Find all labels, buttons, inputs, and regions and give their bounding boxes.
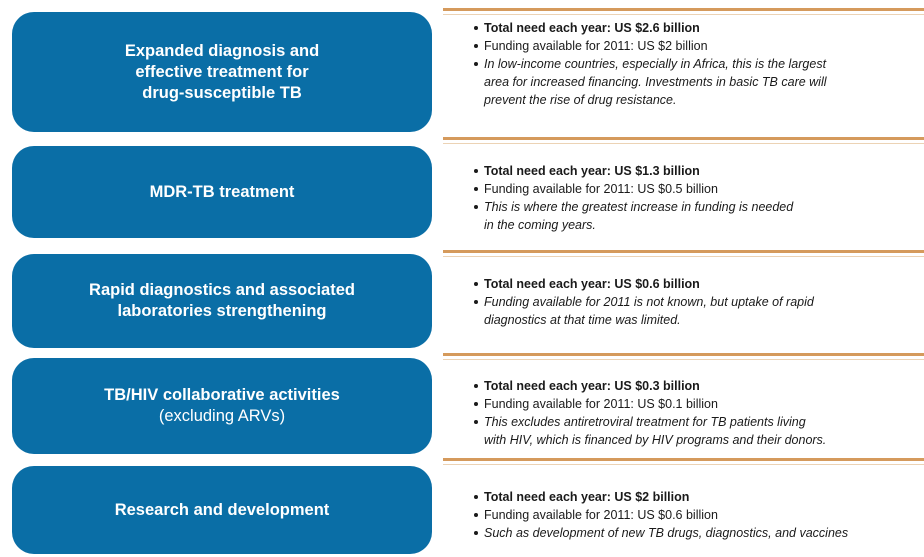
bullet	[474, 187, 478, 191]
bullet-text: Total need each year: US $2 billion	[484, 490, 690, 504]
bullet-text: prevent the rise of drug resistance.	[484, 93, 677, 107]
box-title: drug-susceptible TB	[142, 83, 302, 102]
box-title: Rapid diagnostics and associated	[89, 281, 355, 299]
bullet-text: Funding available for 2011 is not known,…	[484, 295, 814, 309]
separator	[443, 137, 924, 140]
bullet-text: Total need each year: US $0.3 billion	[484, 379, 700, 393]
box-title: Expanded diagnosis and	[124, 41, 320, 60]
bullet-text: In low-income countries, especially in A…	[484, 57, 827, 71]
bullet	[474, 420, 478, 424]
bullet	[474, 44, 478, 48]
bullet-text: Funding available for 2011: US $2 billio…	[484, 39, 708, 53]
bullet	[474, 169, 478, 173]
box-title: TB/HIV collaborative activities	[104, 386, 340, 404]
bullet-text: with HIV, which is financed by HIV progr…	[484, 433, 827, 447]
box-title: effective treatment for	[135, 62, 309, 81]
bullet	[474, 26, 478, 30]
bullet	[474, 531, 478, 535]
bullet	[474, 300, 478, 304]
bullet	[474, 384, 478, 388]
separator-light	[443, 143, 924, 144]
bullet	[474, 495, 478, 499]
bullet	[474, 513, 478, 517]
box-title: MDR-TB treatment	[149, 182, 295, 201]
separator-light	[443, 464, 924, 465]
bullet-text: This excludes antiretroviral treatment f…	[484, 415, 806, 429]
separator-light	[443, 14, 924, 15]
box-title: laboratories strengthening	[117, 302, 327, 320]
separator	[443, 353, 924, 356]
bullet-text: Funding available for 2011: US $0.5 bill…	[484, 182, 718, 196]
box-subtitle: (excluding ARVs)	[158, 407, 286, 425]
bullet-text: Funding available for 2011: US $0.6 bill…	[484, 508, 718, 522]
separator	[443, 250, 924, 253]
bullet-text: diagnostics at that time was limited.	[484, 313, 681, 327]
separator-light	[443, 256, 924, 257]
bullet	[474, 282, 478, 286]
box-title: Research and development	[114, 500, 330, 519]
bullet	[474, 402, 478, 406]
bullet-text: in the coming years.	[484, 218, 596, 232]
bullet-text: Total need each year: US $2.6 billion	[484, 21, 700, 35]
bullet-text: This is where the greatest increase in f…	[484, 200, 794, 214]
bullet-text: Total need each year: US $0.6 billion	[484, 277, 700, 291]
category-box: Research and development	[12, 466, 432, 554]
separator	[443, 458, 924, 461]
category-box: Expanded diagnosis and effective treatmen…	[12, 12, 432, 132]
bullet-text: Funding available for 2011: US $0.1 bill…	[484, 397, 718, 411]
bullet-text: area for increased financing. Investment…	[484, 75, 827, 89]
category-box: MDR-TB treatment	[12, 146, 432, 238]
bullet-text: Such as development of new TB drugs, dia…	[484, 526, 849, 540]
category-box: Rapid diagnostics and associated laborato…	[12, 254, 432, 348]
bullet	[474, 62, 478, 66]
separator-light	[443, 359, 924, 360]
category-box: TB/HIV collaborative activities (excludin…	[12, 358, 432, 454]
bullet-text: Total need each year: US $1.3 billion	[484, 164, 700, 178]
separator	[443, 8, 924, 11]
bullet	[474, 205, 478, 209]
